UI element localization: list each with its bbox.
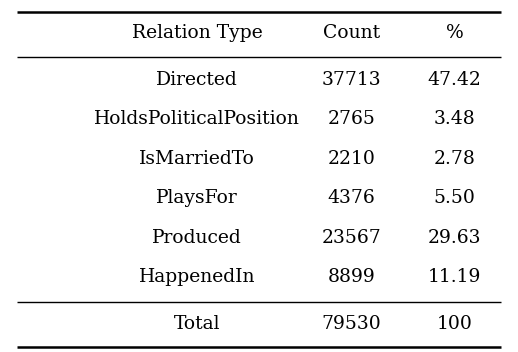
- Text: Directed: Directed: [156, 71, 238, 89]
- Text: 11.19: 11.19: [428, 268, 481, 286]
- Text: Relation Type: Relation Type: [132, 24, 263, 42]
- Text: 29.63: 29.63: [428, 229, 482, 247]
- Text: Produced: Produced: [152, 229, 242, 247]
- Text: Total: Total: [174, 315, 221, 333]
- Text: 79530: 79530: [322, 315, 382, 333]
- Text: 8899: 8899: [328, 268, 376, 286]
- Text: 2.78: 2.78: [434, 150, 476, 168]
- Text: %: %: [446, 24, 464, 42]
- Text: 23567: 23567: [322, 229, 382, 247]
- Text: HappenedIn: HappenedIn: [139, 268, 255, 286]
- Text: 4376: 4376: [328, 189, 376, 207]
- Text: PlaysFor: PlaysFor: [156, 189, 238, 207]
- Text: 2765: 2765: [328, 111, 376, 128]
- Text: Count: Count: [323, 24, 380, 42]
- Text: 3.48: 3.48: [434, 111, 476, 128]
- Text: HoldsPoliticalPosition: HoldsPoliticalPosition: [94, 111, 300, 128]
- Text: 47.42: 47.42: [428, 71, 482, 89]
- Text: 2210: 2210: [328, 150, 376, 168]
- Text: 5.50: 5.50: [434, 189, 476, 207]
- Text: IsMarriedTo: IsMarriedTo: [139, 150, 255, 168]
- Text: 100: 100: [437, 315, 473, 333]
- Text: 37713: 37713: [322, 71, 382, 89]
